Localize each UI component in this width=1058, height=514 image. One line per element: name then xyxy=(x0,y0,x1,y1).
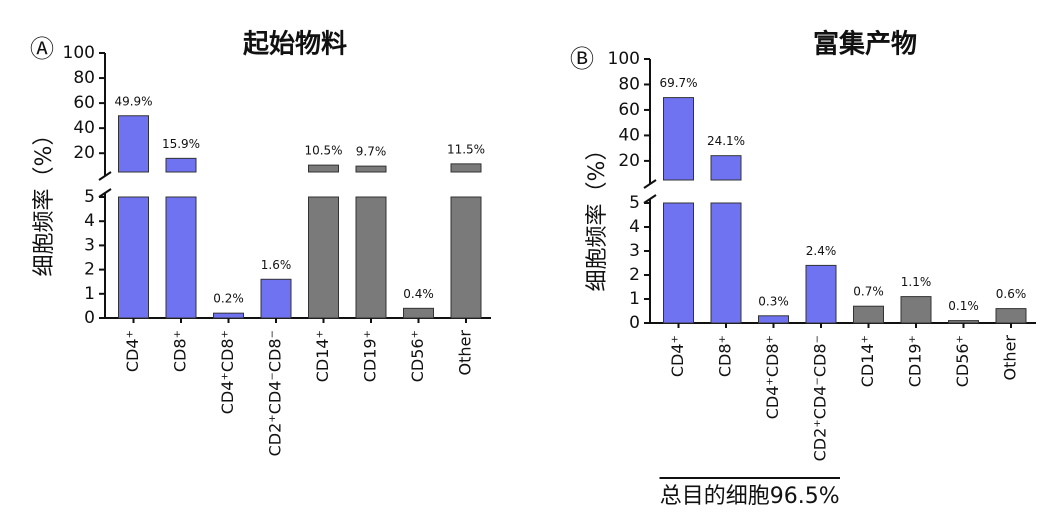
bar xyxy=(710,202,742,324)
x-tick-label: CD8⁺ xyxy=(716,335,735,377)
x-tick-label: CD56⁺ xyxy=(953,335,972,387)
value-label: 0.1% xyxy=(948,299,979,313)
footnote: 总目的细胞96.5% xyxy=(660,484,840,509)
y-axis-label: 细胞频率（%） xyxy=(585,139,610,292)
value-label: 0.6% xyxy=(996,287,1027,301)
y-tick-label: 4 xyxy=(629,217,640,237)
bar xyxy=(450,196,482,319)
x-tick-label: CD8⁺ xyxy=(171,330,190,372)
bar-upper xyxy=(355,165,387,173)
y-axis-label: 细胞频率（%） xyxy=(32,124,57,277)
x-tick-label: CD2⁺CD4⁻CD8⁻ xyxy=(811,335,830,461)
value-label: 10.5% xyxy=(304,144,342,158)
y-tick-label: 60 xyxy=(618,100,640,120)
x-tick-label: CD19⁺ xyxy=(906,335,925,387)
value-label: 0.7% xyxy=(853,285,884,299)
value-label: 1.1% xyxy=(901,275,932,289)
bar-upper xyxy=(165,157,197,173)
axis-break xyxy=(643,179,657,204)
bar xyxy=(995,308,1027,324)
y-tick-label: 60 xyxy=(73,93,95,113)
y-tick-label: 3 xyxy=(629,241,640,261)
bar xyxy=(805,264,837,324)
x-tick-label: CD56⁺ xyxy=(408,330,427,382)
bar xyxy=(758,315,789,324)
value-label: 15.9% xyxy=(162,137,200,151)
bar xyxy=(165,196,197,319)
bar xyxy=(118,196,149,319)
x-tick-label: Other xyxy=(456,330,475,376)
x-tick-label: CD4⁺ xyxy=(123,330,142,372)
panel-label: Ⓐ xyxy=(30,35,54,63)
bar-upper xyxy=(663,97,694,181)
y-tick-label: 80 xyxy=(618,74,640,94)
y-tick-label: 0 xyxy=(84,308,95,328)
value-label: 1.6% xyxy=(261,258,292,272)
value-label: 11.5% xyxy=(447,142,485,156)
y-tick-label: 80 xyxy=(73,68,95,88)
value-label: 69.7% xyxy=(659,76,697,90)
x-tick-label: CD4⁺ xyxy=(668,335,687,377)
x-tick-label: CD19⁺ xyxy=(361,330,380,382)
x-tick-label: CD14⁺ xyxy=(858,335,877,387)
value-label: 0.2% xyxy=(213,292,244,306)
y-tick-label: 20 xyxy=(73,143,95,163)
panel-label: Ⓑ xyxy=(570,45,594,73)
value-label: 24.1% xyxy=(707,134,745,148)
bar xyxy=(663,202,694,324)
bar-upper xyxy=(710,155,742,181)
bar-upper xyxy=(450,163,482,173)
value-label: 0.4% xyxy=(403,287,434,301)
bar xyxy=(308,196,339,319)
chart-title: 起始物料 xyxy=(243,30,347,60)
bar-upper xyxy=(118,115,149,173)
chart-title: 富集产物 xyxy=(813,29,917,60)
bar xyxy=(355,196,387,319)
x-tick-label: CD2⁺CD4⁻CD8⁻ xyxy=(266,330,285,456)
bar xyxy=(853,305,884,324)
value-label: 49.9% xyxy=(114,94,152,108)
y-tick-label: 5 xyxy=(629,193,640,213)
bar xyxy=(260,278,292,319)
x-tick-label: CD4⁺CD8⁺ xyxy=(763,335,782,419)
x-tick-label: CD14⁺ xyxy=(313,330,332,382)
y-tick-label: 4 xyxy=(84,211,95,231)
bar-upper xyxy=(308,164,339,173)
value-label: 0.3% xyxy=(758,294,789,308)
y-tick-label: 2 xyxy=(84,260,95,280)
y-tick-label: 2 xyxy=(629,265,640,285)
y-tick-label: 20 xyxy=(618,151,640,171)
y-tick-label: 0 xyxy=(629,313,640,333)
y-tick-label: 1 xyxy=(629,289,640,309)
y-tick-label: 40 xyxy=(73,118,95,138)
y-tick-label: 3 xyxy=(84,235,95,255)
value-label: 9.7% xyxy=(356,145,387,159)
value-label: 2.4% xyxy=(806,244,837,258)
y-tick-label: 100 xyxy=(63,43,95,63)
bar xyxy=(948,320,979,324)
bar xyxy=(403,307,434,319)
y-tick-label: 100 xyxy=(608,49,640,69)
x-tick-label: CD4⁺CD8⁺ xyxy=(218,330,237,414)
bar xyxy=(900,296,932,324)
y-tick-label: 5 xyxy=(84,187,95,207)
bar xyxy=(213,312,244,319)
x-tick-label: Other xyxy=(1001,335,1020,381)
axis-break xyxy=(98,171,112,198)
y-tick-label: 40 xyxy=(618,125,640,145)
y-tick-label: 1 xyxy=(84,284,95,304)
